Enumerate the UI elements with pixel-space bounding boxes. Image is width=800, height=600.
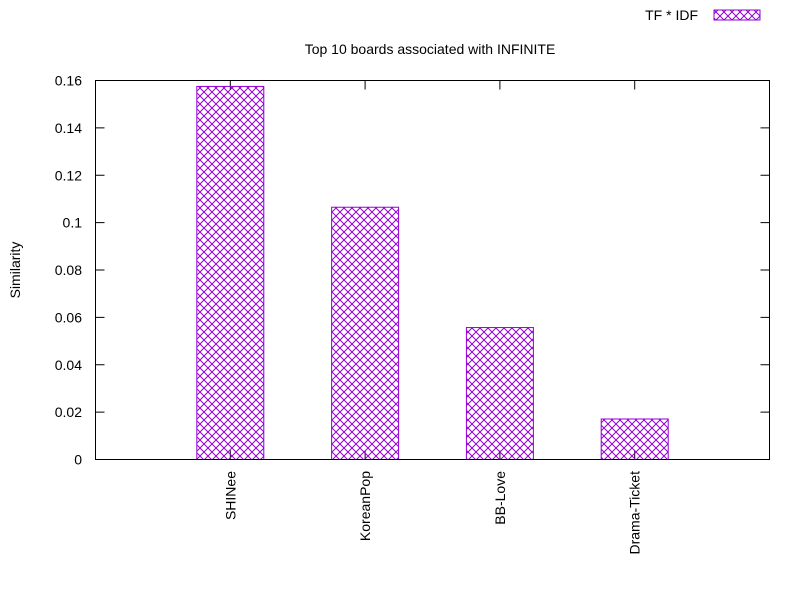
- bars-group: [196, 85, 669, 461]
- legend-label: TF * IDF: [645, 7, 698, 23]
- y-tick-label: 0.06: [55, 309, 82, 325]
- y-tick-labels: 0 0.02 0.04 0.06 0.08 0.1 0.12 0.14 0.16: [55, 73, 82, 468]
- x-tick-label: BB-Love: [492, 471, 508, 525]
- y-tick-label: 0: [74, 452, 82, 468]
- x-tick-label: Drama-Ticket: [627, 471, 643, 555]
- x-tick-label: SHINee: [222, 471, 238, 520]
- legend-swatch: [713, 9, 761, 21]
- y-tick-label: 0.04: [55, 357, 82, 373]
- bar-bb-love: [465, 327, 534, 461]
- bar-drama-ticket: [600, 418, 669, 461]
- y-tick-label: 0.02: [55, 404, 82, 420]
- legend: TF * IDF: [645, 7, 761, 23]
- bar-koreanpop: [331, 206, 400, 460]
- y-tick-label: 0.12: [55, 167, 82, 183]
- bar-shinee: [196, 85, 265, 460]
- plot-border: [95, 80, 770, 460]
- x-tick-labels: SHINee KoreanPop BB-Love Drama-Ticket: [222, 471, 642, 555]
- x-tick-label: KoreanPop: [357, 471, 373, 541]
- y-tick-label: 0.1: [63, 215, 83, 231]
- y-tick-label: 0.08: [55, 262, 82, 278]
- y-axis-label: Similarity: [7, 242, 23, 299]
- chart-title: Top 10 boards associated with INFINITE: [305, 41, 556, 57]
- y-tick-label: 0.14: [55, 120, 82, 136]
- y-tick-label: 0.16: [55, 73, 82, 89]
